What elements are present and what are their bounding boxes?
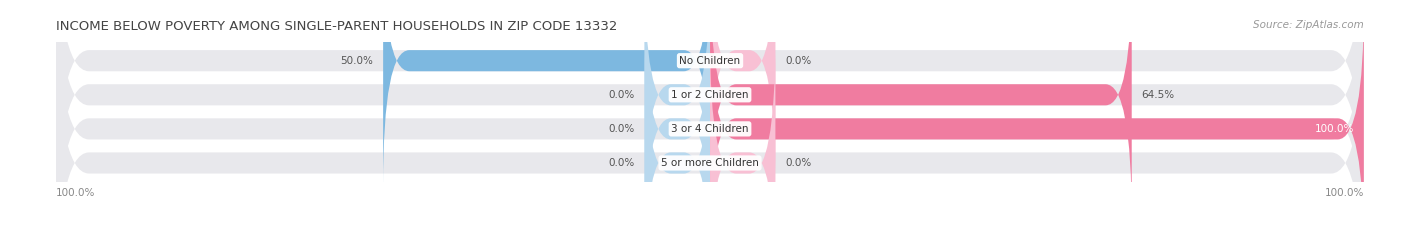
Text: No Children: No Children — [679, 56, 741, 66]
Text: 50.0%: 50.0% — [340, 56, 374, 66]
Text: 0.0%: 0.0% — [785, 56, 811, 66]
Text: 0.0%: 0.0% — [609, 158, 636, 168]
FancyBboxPatch shape — [644, 0, 710, 221]
FancyBboxPatch shape — [710, 0, 776, 186]
Text: 0.0%: 0.0% — [785, 158, 811, 168]
FancyBboxPatch shape — [644, 3, 710, 233]
Text: 3 or 4 Children: 3 or 4 Children — [671, 124, 749, 134]
Text: 100.0%: 100.0% — [1324, 188, 1364, 198]
Text: 5 or more Children: 5 or more Children — [661, 158, 759, 168]
Text: 1 or 2 Children: 1 or 2 Children — [671, 90, 749, 100]
Text: 100.0%: 100.0% — [1315, 124, 1354, 134]
Legend: Single Father, Single Mother: Single Father, Single Mother — [606, 231, 814, 233]
Text: 0.0%: 0.0% — [609, 124, 636, 134]
FancyBboxPatch shape — [710, 37, 776, 233]
Text: 64.5%: 64.5% — [1142, 90, 1174, 100]
Text: INCOME BELOW POVERTY AMONG SINGLE-PARENT HOUSEHOLDS IN ZIP CODE 13332: INCOME BELOW POVERTY AMONG SINGLE-PARENT… — [56, 20, 617, 33]
FancyBboxPatch shape — [56, 3, 1364, 233]
FancyBboxPatch shape — [710, 0, 1132, 221]
FancyBboxPatch shape — [56, 0, 1364, 233]
FancyBboxPatch shape — [644, 37, 710, 233]
FancyBboxPatch shape — [382, 0, 710, 186]
Text: 0.0%: 0.0% — [609, 90, 636, 100]
Text: Source: ZipAtlas.com: Source: ZipAtlas.com — [1253, 20, 1364, 30]
FancyBboxPatch shape — [710, 3, 1364, 233]
FancyBboxPatch shape — [56, 0, 1364, 233]
FancyBboxPatch shape — [56, 0, 1364, 221]
Text: 100.0%: 100.0% — [56, 188, 96, 198]
